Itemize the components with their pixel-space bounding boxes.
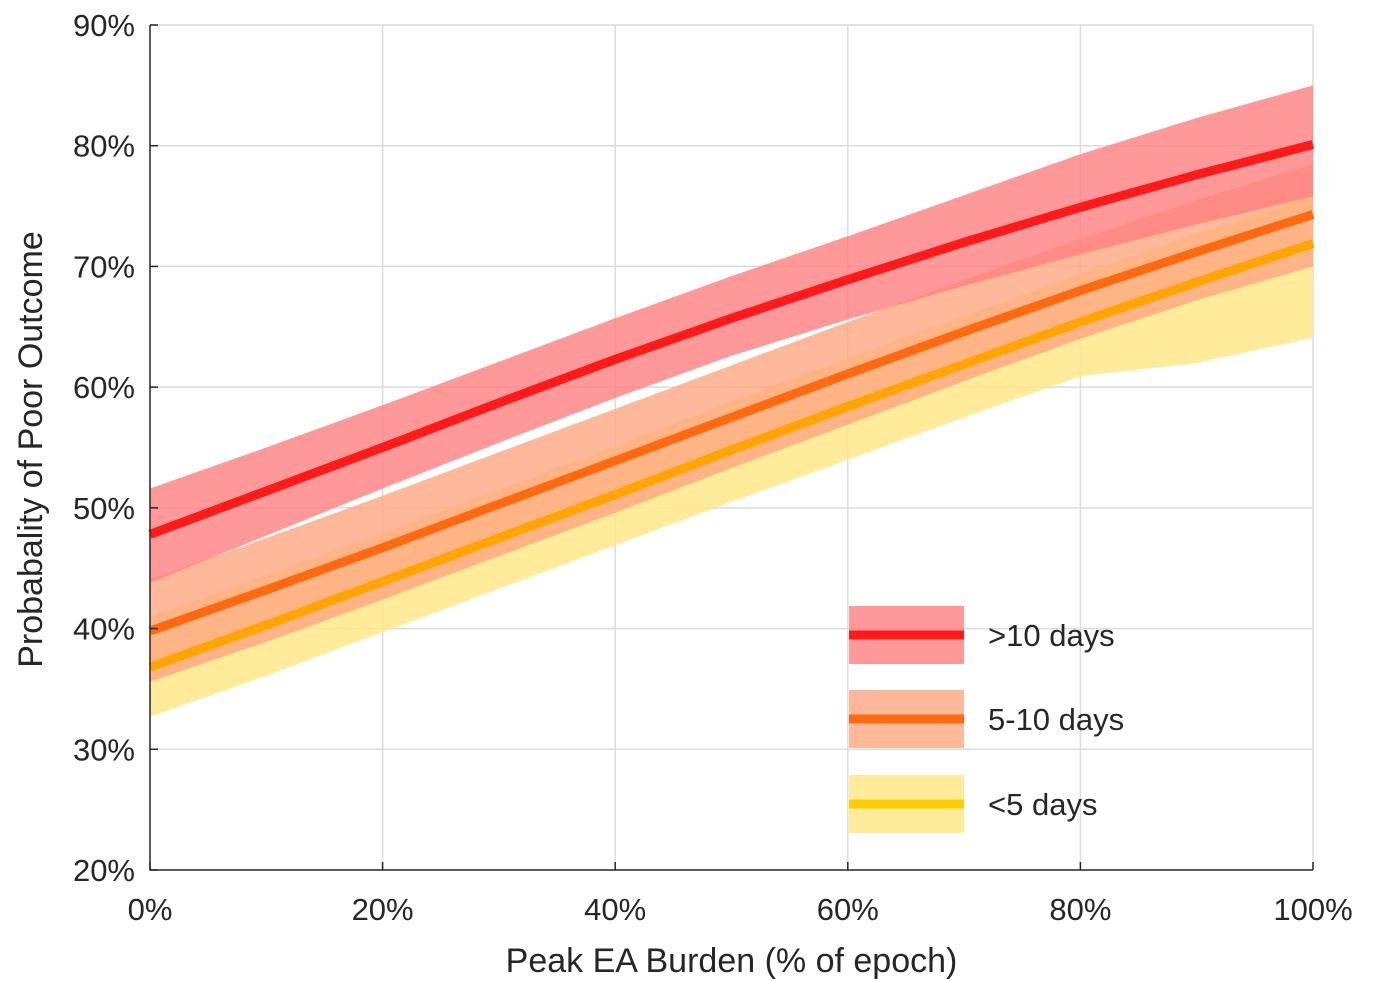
y-tick-label-2: 40% [73, 612, 135, 647]
y-tick-label-4: 60% [73, 370, 135, 405]
x-tick-label-2: 40% [584, 892, 646, 927]
y-tick-label-6: 80% [73, 129, 135, 164]
x-tick-label-1: 20% [352, 892, 414, 927]
y-axis-ticks: 20% 30% 40% 50% 60% 70% 80% 90% [73, 8, 158, 888]
y-axis-label: Probabality of Poor Outcome [12, 231, 50, 668]
legend-label-2: <5 days [988, 787, 1097, 822]
y-tick-label-3: 50% [73, 491, 135, 526]
legend-label-1: 5-10 days [988, 702, 1124, 737]
legend-label-0: >10 days [988, 618, 1115, 653]
x-tick-label-0: 0% [128, 892, 173, 927]
x-axis-ticks: 0% 20% 40% 60% 80% 100% [128, 862, 1353, 927]
x-axis-label: Peak EA Burden (% of epoch) [506, 942, 958, 980]
legend: >10 days 5-10 days <5 days [849, 606, 1124, 833]
y-tick-label-5: 70% [73, 249, 135, 284]
confidence-bands [150, 85, 1313, 716]
y-tick-label-7: 90% [73, 8, 135, 43]
x-tick-label-5: 100% [1273, 892, 1352, 927]
y-tick-label-1: 30% [73, 732, 135, 767]
x-tick-label-4: 80% [1049, 892, 1111, 927]
y-tick-label-0: 20% [73, 853, 135, 888]
x-tick-label-3: 60% [817, 892, 879, 927]
